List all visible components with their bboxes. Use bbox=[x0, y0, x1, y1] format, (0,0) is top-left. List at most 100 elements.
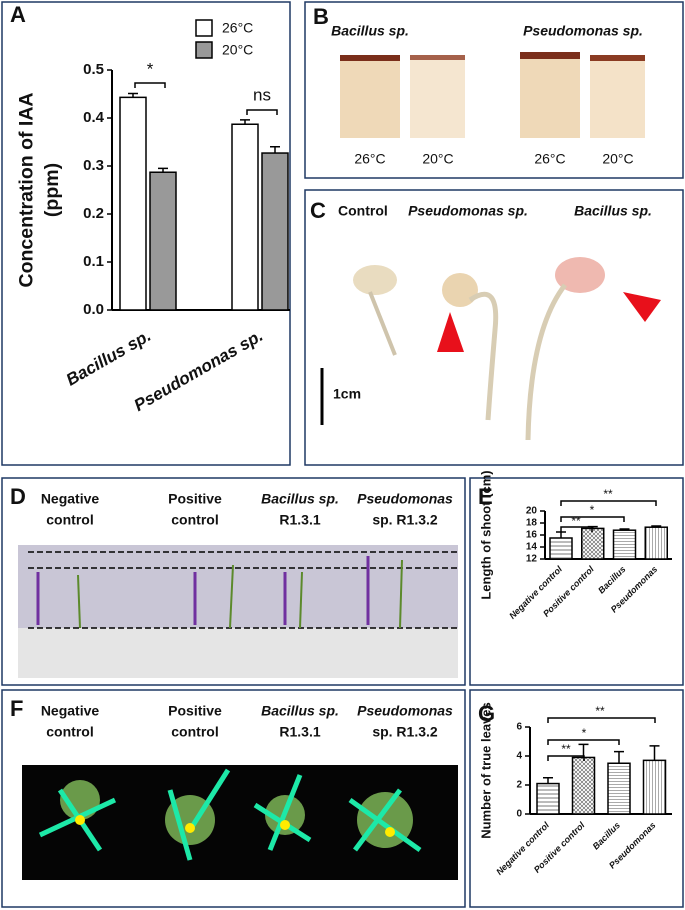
y-tick-label: 4 bbox=[516, 751, 522, 762]
treatment-label: Bacillus sp. bbox=[261, 491, 339, 507]
bar bbox=[571, 756, 596, 815]
seedling-photo bbox=[320, 257, 661, 441]
significance-label: ** bbox=[561, 742, 571, 756]
y-tick-label: 18 bbox=[526, 518, 538, 529]
significance-bracket bbox=[560, 526, 593, 532]
treatment-label: R1.3.1 bbox=[279, 512, 320, 528]
significance-label: * bbox=[590, 503, 595, 517]
temp-label: 20°C bbox=[602, 151, 633, 167]
strain-label: Pseudomonas sp. bbox=[523, 23, 643, 39]
bar bbox=[642, 759, 667, 815]
plant-photo bbox=[18, 545, 458, 678]
bar bbox=[261, 152, 289, 311]
y-tick-label: 12 bbox=[526, 554, 538, 565]
y-tick-label: 0.0 bbox=[83, 301, 104, 318]
treatment-label: Bacillus sp. bbox=[261, 703, 339, 719]
y-tick-label: 16 bbox=[526, 530, 538, 541]
treatment-label: R1.3.1 bbox=[279, 724, 320, 740]
y-tick-label: 0.4 bbox=[83, 109, 105, 126]
treatment-label: Positive bbox=[168, 703, 222, 719]
error-bar bbox=[543, 777, 553, 784]
panel-letter: F bbox=[10, 696, 23, 721]
treatment-label: Pseudomonas bbox=[357, 703, 453, 719]
x-tick-label: Bacillus bbox=[591, 820, 622, 851]
significance-label: ns bbox=[253, 85, 271, 104]
scale-label: 1cm bbox=[333, 386, 361, 402]
significance-bracket bbox=[134, 82, 166, 88]
y-tick-label: 0 bbox=[516, 809, 522, 820]
panel-letter: G bbox=[478, 701, 495, 726]
error-bar bbox=[270, 146, 280, 154]
y-tick-label: 0.5 bbox=[83, 61, 104, 78]
error-bar bbox=[128, 92, 138, 98]
legend-swatch bbox=[195, 41, 213, 59]
significance-label: ** bbox=[595, 704, 605, 718]
treatment-label: Pseudomonas bbox=[357, 491, 453, 507]
treatment-label: Bacillus sp. bbox=[574, 203, 652, 219]
treatment-label: sp. R1.3.2 bbox=[372, 512, 438, 528]
y-tick-label: 14 bbox=[526, 542, 538, 553]
significance-label: * bbox=[147, 59, 154, 78]
bar bbox=[644, 526, 668, 560]
legend-swatch bbox=[195, 19, 213, 37]
treatment-label: control bbox=[46, 512, 93, 528]
temp-label: 20°C bbox=[422, 151, 453, 167]
legend-label: 20°C bbox=[222, 42, 253, 58]
treatment-label: Control bbox=[338, 203, 388, 219]
y-axis-label: Concentration of IAA bbox=[15, 93, 37, 288]
leaf-photo bbox=[22, 765, 458, 880]
treatment-label: Negative bbox=[41, 703, 100, 719]
significance-bracket bbox=[560, 516, 625, 522]
y-tick-label: 0.2 bbox=[83, 205, 104, 222]
significance-bracket bbox=[547, 755, 585, 761]
bar bbox=[612, 529, 637, 560]
y-tick-label: 20 bbox=[526, 506, 538, 517]
panel-letter: C bbox=[310, 198, 326, 223]
tube-photo bbox=[340, 52, 645, 138]
significance-label: * bbox=[582, 726, 587, 740]
panel-letter: D bbox=[10, 484, 26, 509]
significance-label: ** bbox=[571, 514, 581, 528]
bar bbox=[536, 782, 560, 815]
treatment-label: Positive bbox=[168, 491, 222, 507]
error-bar bbox=[556, 531, 566, 538]
treatment-label: Negative bbox=[41, 491, 100, 507]
significance-label: ** bbox=[603, 487, 613, 501]
y-tick-label: 0.3 bbox=[83, 157, 104, 174]
treatment-label: Pseudomonas sp. bbox=[408, 203, 528, 219]
significance-bracket bbox=[560, 500, 657, 506]
significance-bracket bbox=[246, 109, 278, 115]
bar bbox=[581, 527, 605, 560]
error-bar bbox=[158, 167, 168, 173]
x-tick-label: Bacillus bbox=[596, 564, 627, 595]
panel-letter: B bbox=[313, 4, 329, 29]
y-tick-label: 0.1 bbox=[83, 253, 104, 270]
error-bar bbox=[619, 528, 630, 531]
legend-label: 26°C bbox=[222, 20, 253, 36]
bar bbox=[549, 537, 573, 560]
treatment-label: sp. R1.3.2 bbox=[372, 724, 438, 740]
error-bar bbox=[651, 525, 662, 528]
strain-label: Bacillus sp. bbox=[331, 23, 409, 39]
y-axis-label: Number of true leaves bbox=[478, 702, 493, 839]
x-tick-label: Negative control bbox=[507, 564, 564, 621]
treatment-label: control bbox=[171, 724, 218, 740]
treatment-label: control bbox=[46, 724, 93, 740]
treatment-label: control bbox=[171, 512, 218, 528]
y-axis-label: Length of shoot (cm) bbox=[478, 470, 493, 599]
bar bbox=[607, 762, 631, 815]
bar bbox=[231, 123, 259, 311]
panel-letter: A bbox=[10, 2, 26, 27]
bar bbox=[149, 171, 177, 311]
y-tick-label: 2 bbox=[516, 780, 522, 791]
x-tick-label: Bacillus sp. bbox=[63, 326, 154, 390]
error-bar bbox=[614, 750, 624, 764]
y-axis-label: (ppm) bbox=[41, 163, 63, 217]
bar bbox=[119, 96, 147, 311]
error-bar bbox=[649, 745, 660, 761]
significance-bracket bbox=[547, 717, 656, 723]
significance-bracket bbox=[547, 739, 620, 745]
temp-label: 26°C bbox=[354, 151, 385, 167]
